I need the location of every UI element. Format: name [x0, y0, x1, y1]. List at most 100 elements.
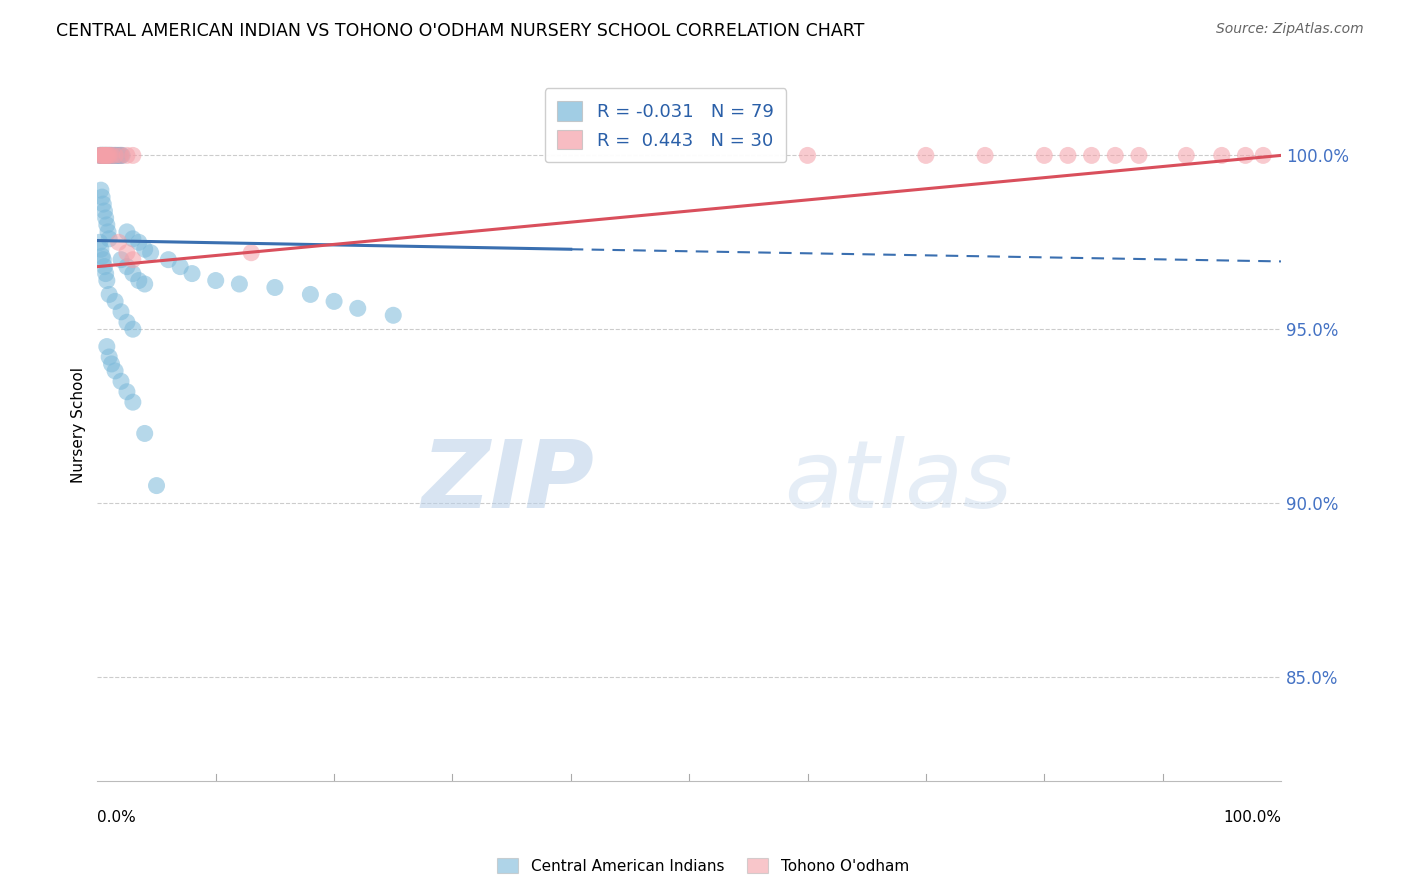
- Point: [1251, 148, 1274, 162]
- Point: [181, 267, 204, 281]
- Point: [100, 148, 122, 162]
- Point: [110, 374, 132, 388]
- Point: [121, 395, 143, 409]
- Point: [100, 148, 122, 162]
- Point: [94, 211, 117, 225]
- Point: [228, 277, 250, 291]
- Point: [89, 148, 111, 162]
- Point: [107, 235, 129, 250]
- Point: [1211, 148, 1233, 162]
- Point: [98, 148, 121, 162]
- Point: [157, 252, 180, 267]
- Point: [240, 245, 263, 260]
- Point: [91, 148, 114, 162]
- Point: [93, 204, 115, 219]
- Point: [1057, 148, 1080, 162]
- Point: [98, 148, 121, 162]
- Point: [1104, 148, 1126, 162]
- Point: [96, 340, 118, 354]
- Point: [128, 235, 150, 250]
- Point: [89, 235, 111, 250]
- Legend: Central American Indians, Tohono O'odham: Central American Indians, Tohono O'odham: [491, 852, 915, 880]
- Point: [204, 273, 226, 287]
- Text: atlas: atlas: [783, 436, 1012, 527]
- Point: [299, 287, 322, 301]
- Point: [94, 148, 117, 162]
- Point: [115, 384, 138, 399]
- Point: [107, 148, 129, 162]
- Point: [169, 260, 191, 274]
- Point: [264, 280, 287, 294]
- Text: ZIP: ZIP: [422, 436, 595, 528]
- Point: [121, 148, 143, 162]
- Point: [128, 273, 150, 287]
- Point: [90, 183, 112, 197]
- Text: Source: ZipAtlas.com: Source: ZipAtlas.com: [1216, 22, 1364, 37]
- Point: [94, 148, 117, 162]
- Point: [115, 260, 138, 274]
- Point: [104, 148, 127, 162]
- Point: [96, 218, 118, 232]
- Point: [91, 249, 114, 263]
- Point: [139, 245, 162, 260]
- Point: [98, 148, 121, 162]
- Point: [134, 426, 156, 441]
- Point: [915, 148, 938, 162]
- Point: [90, 148, 112, 162]
- Point: [98, 232, 121, 246]
- Point: [115, 148, 138, 162]
- Point: [90, 148, 112, 162]
- Point: [110, 252, 132, 267]
- Point: [1033, 148, 1056, 162]
- Point: [108, 148, 131, 162]
- Point: [110, 148, 132, 162]
- Point: [98, 350, 121, 364]
- Point: [97, 148, 120, 162]
- Point: [101, 148, 124, 162]
- Point: [93, 148, 115, 162]
- Point: [110, 148, 132, 162]
- Point: [115, 315, 138, 329]
- Point: [91, 148, 114, 162]
- Point: [105, 148, 128, 162]
- Point: [134, 277, 156, 291]
- Text: 100.0%: 100.0%: [1223, 810, 1281, 824]
- Point: [90, 148, 112, 162]
- Point: [90, 242, 112, 256]
- Point: [110, 305, 132, 319]
- Point: [121, 252, 143, 267]
- Point: [134, 242, 156, 256]
- Point: [91, 148, 114, 162]
- Point: [91, 252, 114, 267]
- Point: [974, 148, 997, 162]
- Point: [115, 225, 138, 239]
- Point: [91, 148, 114, 162]
- Point: [1175, 148, 1198, 162]
- Point: [93, 148, 115, 162]
- Point: [107, 148, 129, 162]
- Point: [98, 148, 121, 162]
- Point: [382, 308, 405, 322]
- Point: [94, 148, 117, 162]
- Point: [94, 267, 117, 281]
- Point: [96, 148, 118, 162]
- Point: [97, 148, 120, 162]
- Point: [1080, 148, 1102, 162]
- Point: [96, 273, 118, 287]
- Point: [89, 148, 111, 162]
- Legend: R = -0.031   N = 79, R =  0.443   N = 30: R = -0.031 N = 79, R = 0.443 N = 30: [544, 88, 786, 162]
- Point: [121, 267, 143, 281]
- Point: [100, 357, 122, 371]
- Point: [121, 322, 143, 336]
- Point: [91, 197, 114, 211]
- Point: [145, 478, 167, 492]
- Point: [100, 148, 122, 162]
- Point: [104, 148, 127, 162]
- Point: [91, 190, 114, 204]
- Point: [98, 148, 121, 162]
- Point: [97, 148, 120, 162]
- Point: [96, 148, 118, 162]
- Point: [796, 148, 818, 162]
- Point: [91, 148, 114, 162]
- Point: [98, 287, 121, 301]
